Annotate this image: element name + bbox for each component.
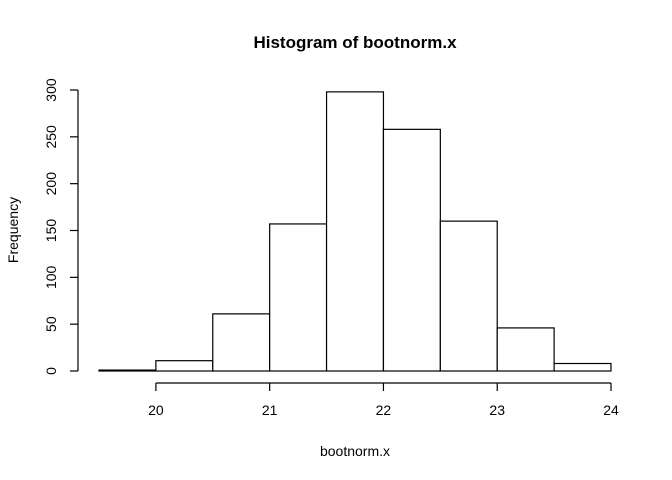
histogram-bar-3 [269,223,328,372]
x-axis: 20 21 22 23 24 [148,382,619,418]
y-tick-label-2: 100 [43,265,59,289]
x-tick-label-2: 22 [376,402,392,418]
x-axis-label: bootnorm.x [320,443,390,459]
histogram-bar-7 [496,327,555,372]
x-tick-label-4: 24 [603,402,619,418]
histogram-bar-1 [155,360,214,372]
histogram-bar-0 [98,369,157,372]
y-tick-label-5: 250 [43,125,59,149]
y-tick-label-1: 50 [43,316,59,332]
histogram-bar-2 [212,313,271,372]
chart-title: Histogram of bootnorm.x [253,33,457,52]
x-tick-label-1: 21 [262,402,278,418]
y-tick-label-0: 0 [43,367,59,375]
y-tick-label-3: 150 [43,219,59,243]
bars-group [98,91,612,372]
histogram-bar-8 [553,362,612,372]
y-tick-label-6: 300 [43,78,59,102]
histogram-bar-5 [382,128,441,372]
histogram-bar-4 [325,91,385,372]
histogram-bar-6 [439,220,498,372]
x-tick-label-0: 20 [148,402,164,418]
y-axis: 0 50 100 150 200 250 300 [43,78,79,375]
x-tick-label-3: 23 [489,402,505,418]
y-axis-label: Frequency [5,197,21,263]
y-tick-label-4: 200 [43,172,59,196]
